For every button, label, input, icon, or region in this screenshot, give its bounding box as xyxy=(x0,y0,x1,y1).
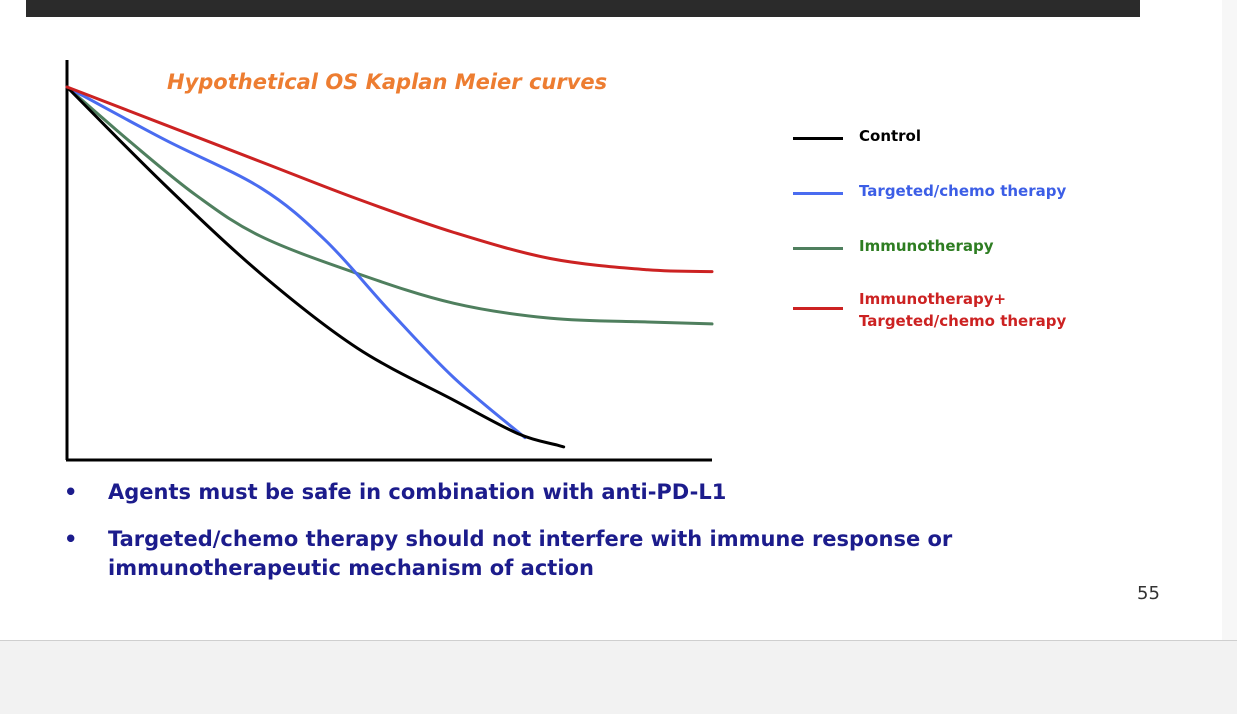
scrollbar-track[interactable] xyxy=(1222,0,1237,640)
legend-label: Immunotherapy+ Targeted/chemo therapy xyxy=(859,288,1066,332)
series-line-2 xyxy=(65,85,714,326)
km-chart xyxy=(65,60,714,462)
legend-label-line: Targeted/chemo therapy xyxy=(859,312,1067,330)
bullet-dot-icon: • xyxy=(64,527,78,551)
bullet-item: • Targeted/chemo therapy should not inter… xyxy=(64,525,1114,583)
bullet-dot-icon: • xyxy=(64,480,78,504)
bullet-text: Targeted/chemo therapy should not interf… xyxy=(108,527,953,580)
bullet-list: • Agents must be safe in combination with… xyxy=(64,478,1114,583)
legend-label-line: Immunotherapy+ xyxy=(859,290,1007,308)
legend-label: Immunotherapy xyxy=(859,237,994,255)
legend-label: Targeted/chemo therapy xyxy=(859,182,1067,200)
series-line-0 xyxy=(65,85,566,449)
legend-swatch xyxy=(793,247,843,250)
legend-swatch xyxy=(793,192,843,195)
series-line-1 xyxy=(65,85,527,440)
series-line-3 xyxy=(65,85,714,274)
legend-swatch xyxy=(793,307,843,310)
legend-swatch xyxy=(793,137,843,140)
header-bar xyxy=(26,0,1140,17)
legend-label: Control xyxy=(859,127,922,145)
bottom-panel xyxy=(0,640,1237,714)
chart-title: Hypothetical OS Kaplan Meier curves xyxy=(167,70,608,94)
bullet-item: • Agents must be safe in combination with… xyxy=(64,478,1114,507)
page-number: 55 xyxy=(1137,583,1160,604)
bullet-text: Agents must be safe in combination with … xyxy=(108,480,727,504)
